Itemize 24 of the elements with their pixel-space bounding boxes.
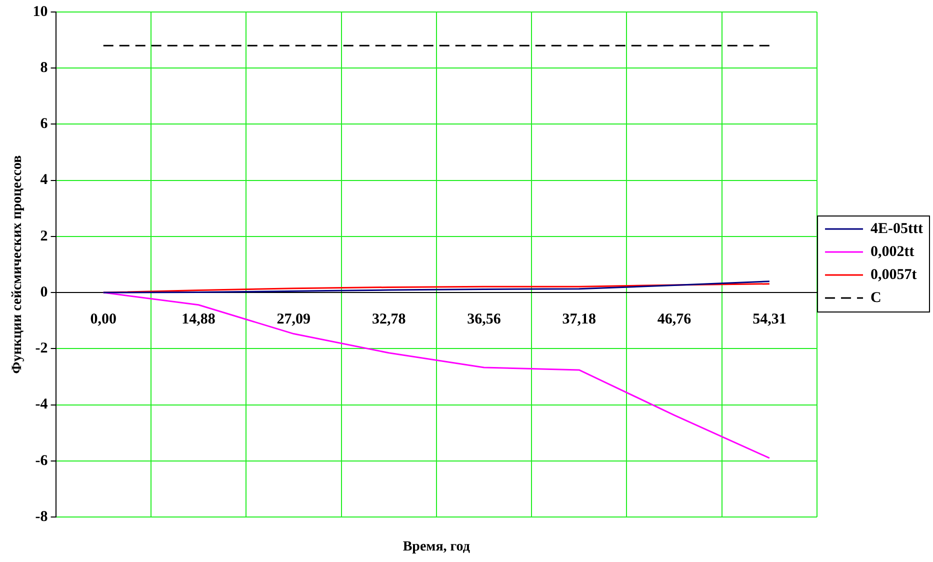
y-axis-title: Функции сейсмических процессов: [10, 154, 26, 374]
x-tick-label: 0,00: [90, 311, 116, 328]
x-tick-label: 14,88: [182, 311, 216, 328]
y-tick-label: -8: [35, 508, 48, 525]
y-tick-label: 2: [40, 228, 48, 244]
legend-label: 0,002tt: [870, 244, 914, 260]
y-tick-label: 0: [40, 284, 48, 300]
y-tick-label: 8: [40, 60, 48, 76]
legend-label: 0,0057t: [870, 266, 917, 283]
x-tick-label: 27,09: [276, 311, 311, 328]
y-tick-label: -6: [35, 452, 48, 469]
y-tick-label: 10: [32, 4, 48, 20]
x-axis-title: Время, год: [402, 540, 470, 555]
legend-label: 4E-05ttt: [870, 220, 924, 237]
x-tick-label: 32,78: [372, 311, 406, 328]
x-tick-label: 37,18: [562, 311, 596, 328]
x-tick-label: 54,31: [752, 311, 786, 328]
y-tick-label: 4: [40, 172, 48, 188]
y-tick-label: -4: [35, 396, 48, 413]
x-tick-label: 46,76: [657, 311, 692, 328]
y-tick-label: 6: [40, 116, 48, 132]
x-tick-label: 36,56: [467, 311, 502, 328]
y-tick-label: -2: [35, 340, 48, 357]
legend-label: C: [870, 290, 882, 306]
